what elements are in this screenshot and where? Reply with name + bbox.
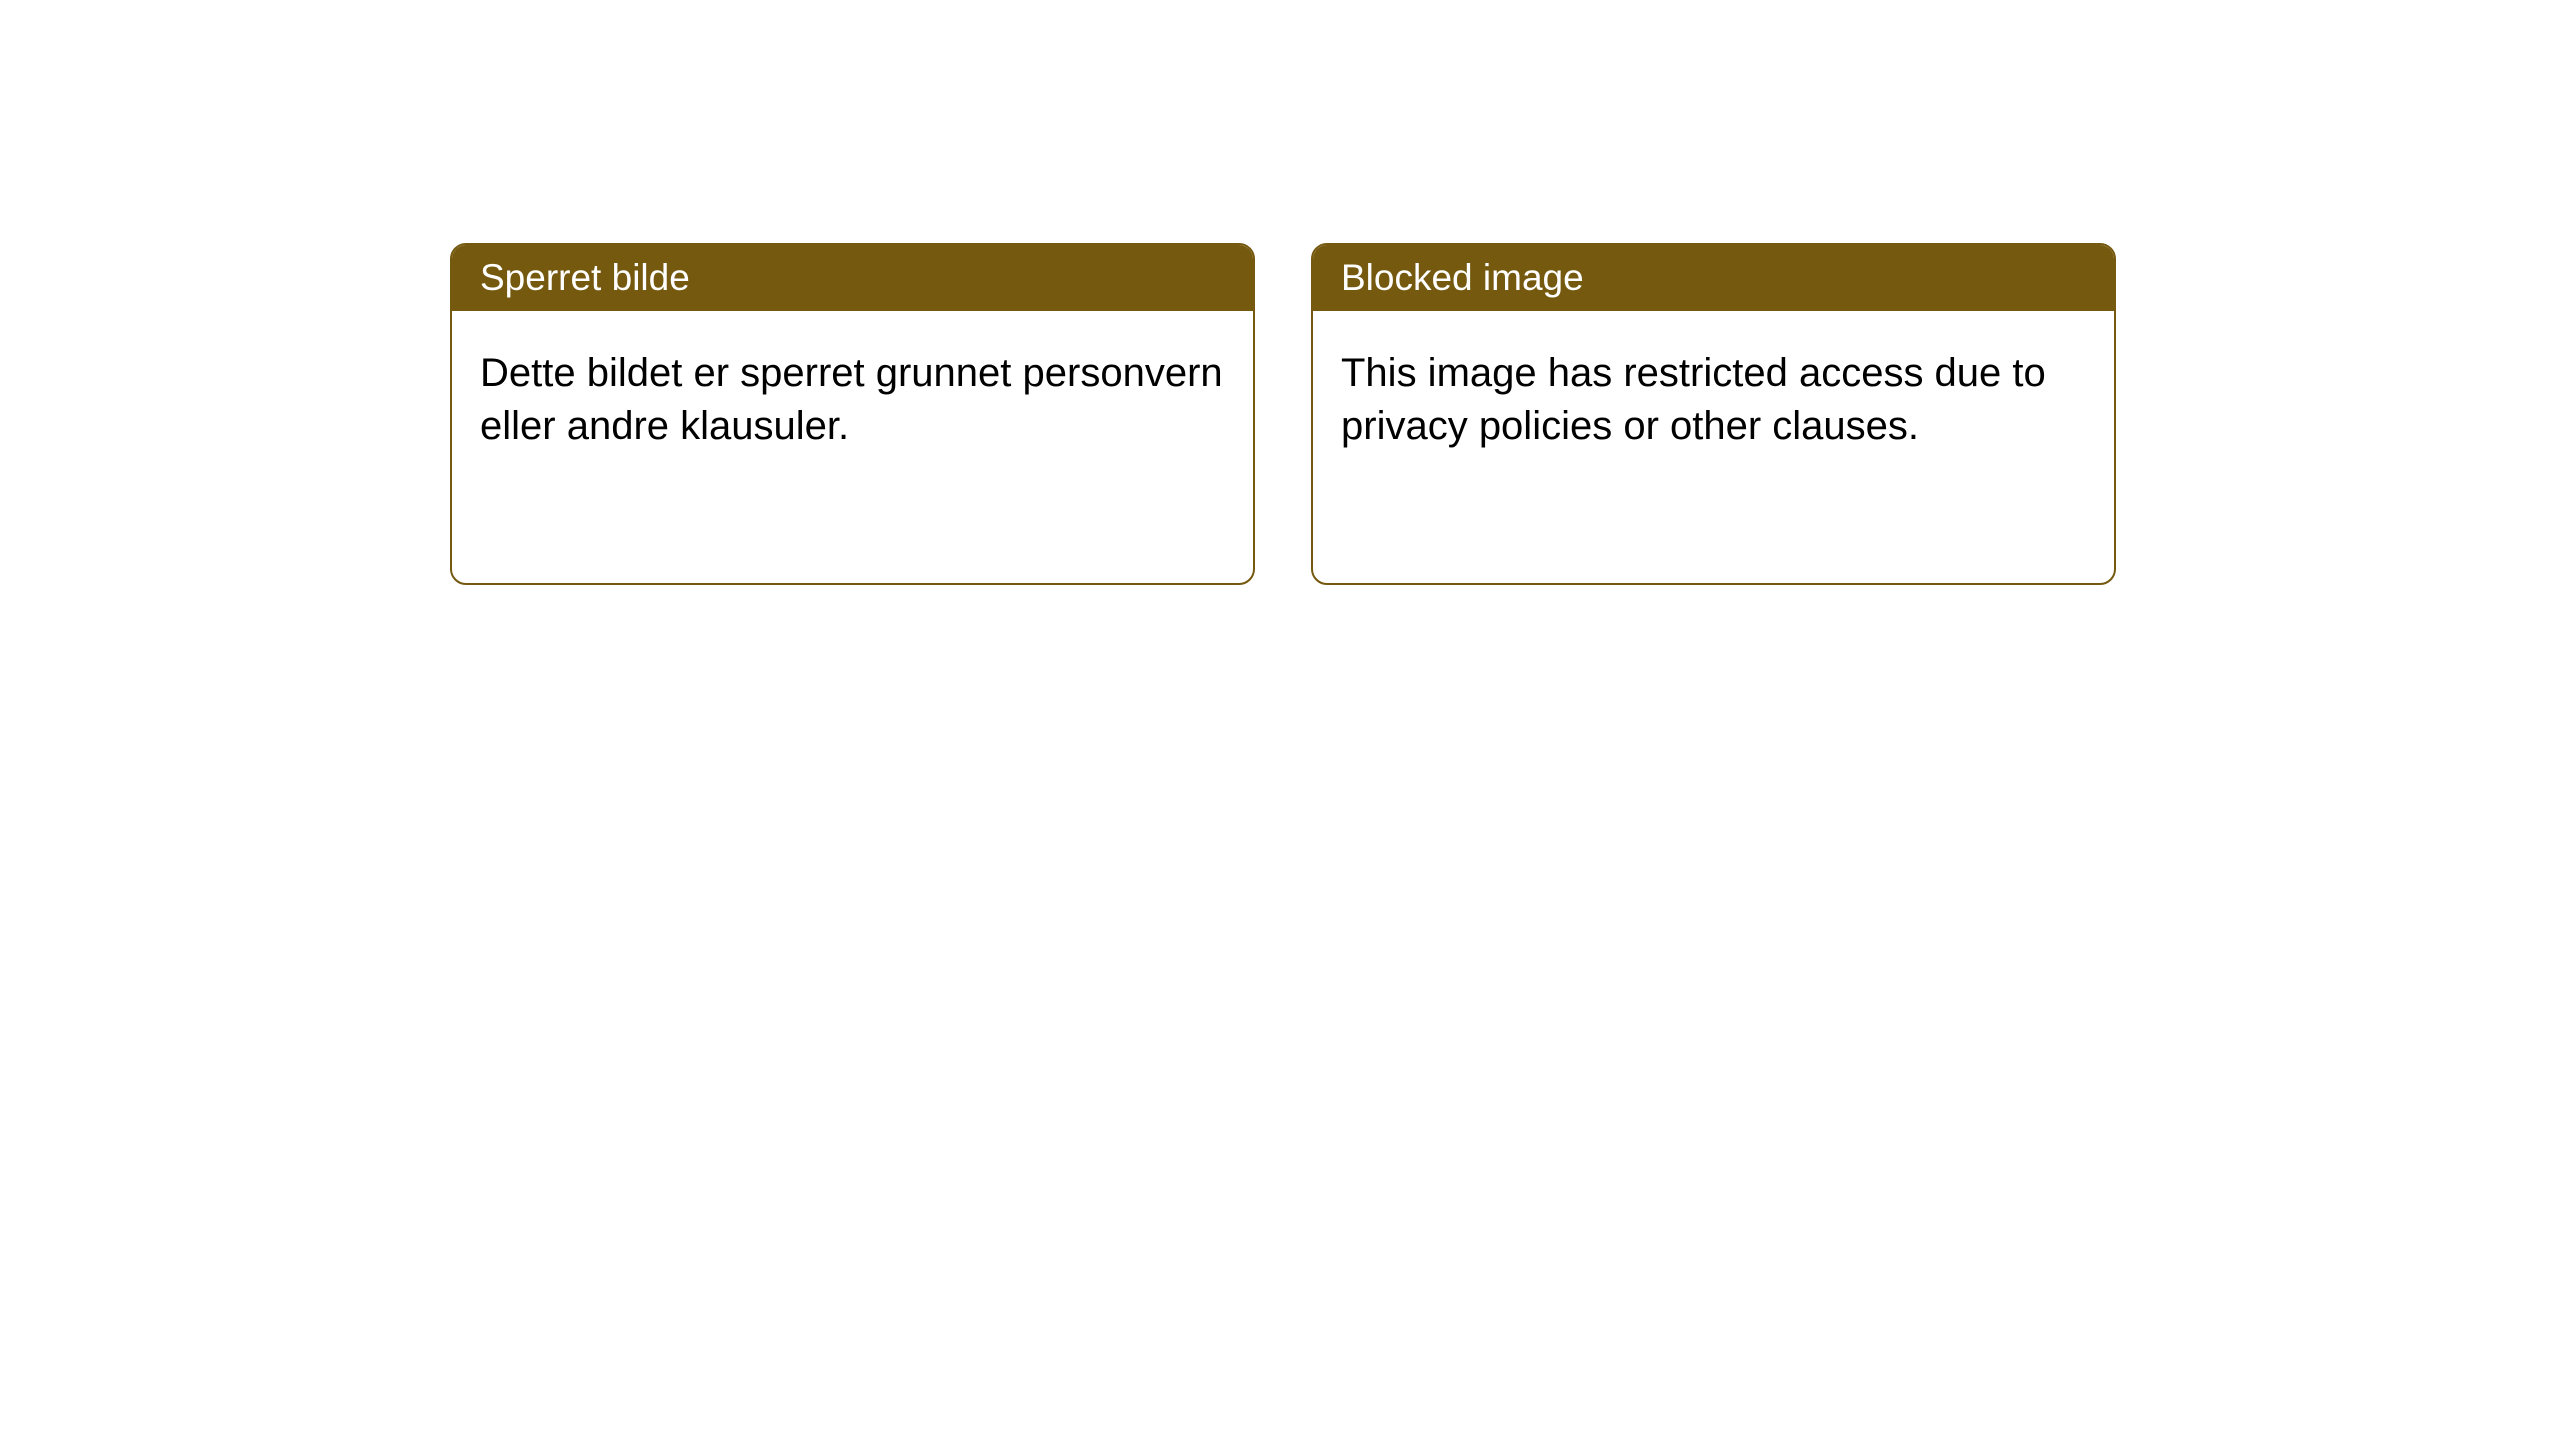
notice-header: Sperret bilde — [452, 245, 1253, 311]
notice-body: This image has restricted access due to … — [1313, 311, 2114, 583]
notice-card-norwegian: Sperret bilde Dette bildet er sperret gr… — [450, 243, 1255, 585]
notice-card-english: Blocked image This image has restricted … — [1311, 243, 2116, 585]
notice-header: Blocked image — [1313, 245, 2114, 311]
notice-cards-container: Sperret bilde Dette bildet er sperret gr… — [0, 0, 2560, 585]
notice-body: Dette bildet er sperret grunnet personve… — [452, 311, 1253, 583]
